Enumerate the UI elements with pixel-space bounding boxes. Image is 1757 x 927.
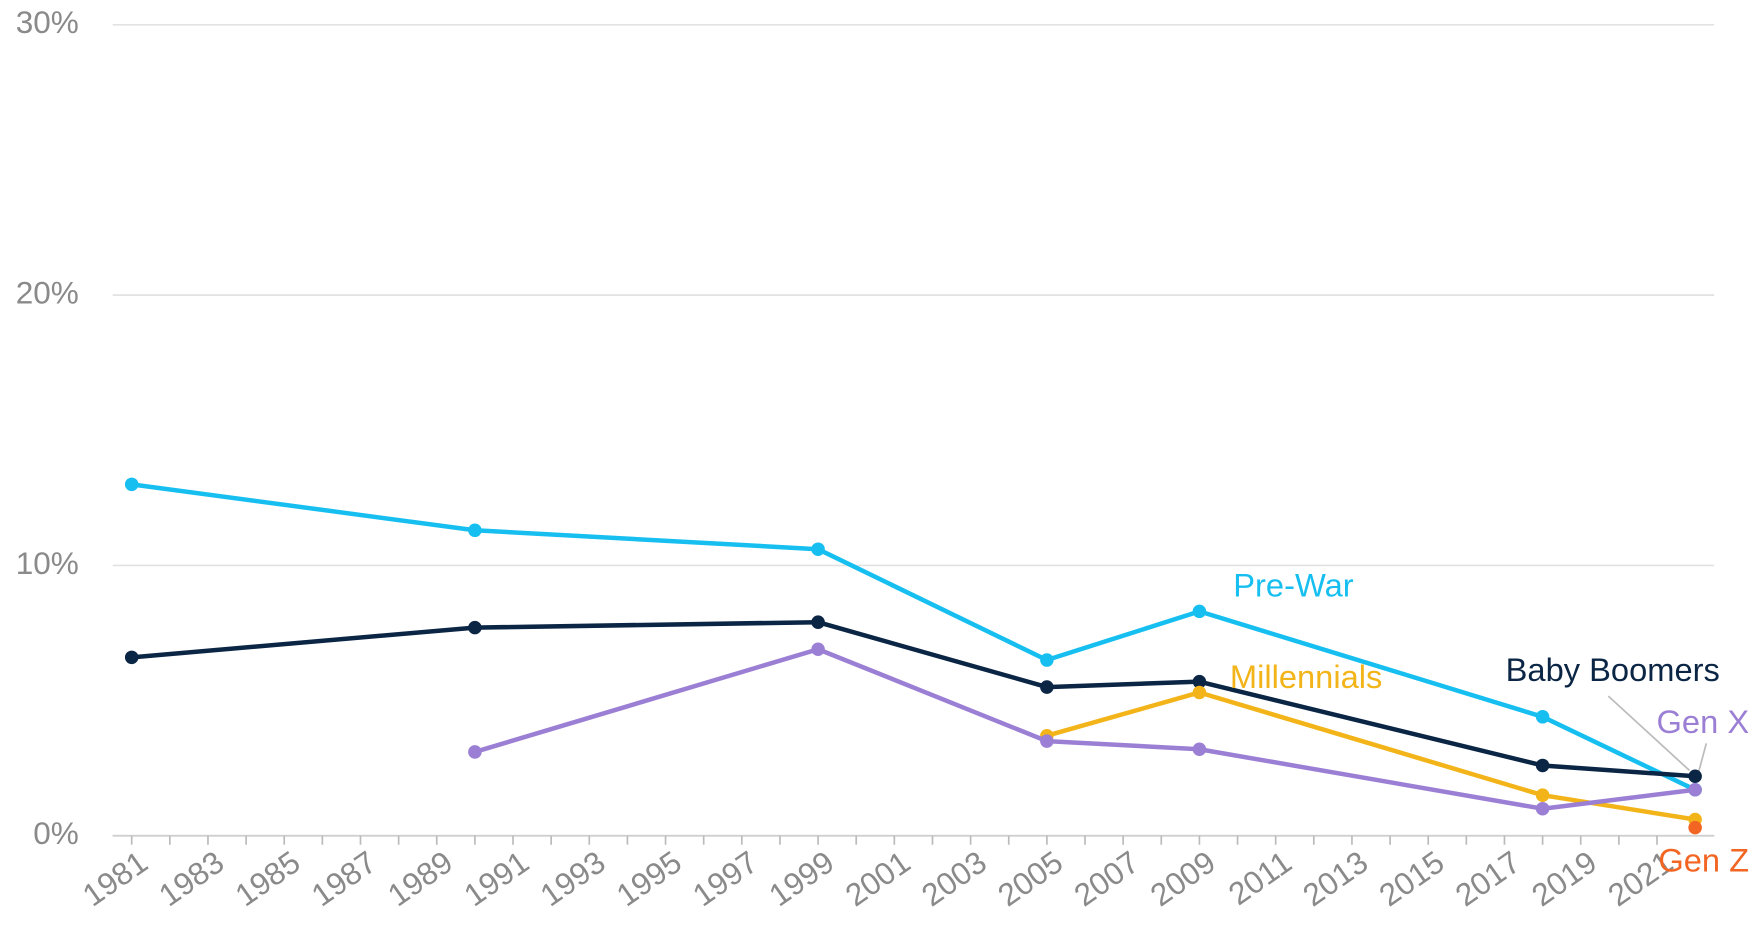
line: [474, 646, 1696, 811]
y-tick-label: 10%: [16, 545, 79, 581]
x-tick-label: 2003: [915, 844, 993, 914]
x-tick-label: 1995: [610, 844, 688, 914]
series-label: Gen X: [1657, 703, 1750, 740]
point: [1040, 734, 1054, 748]
x-tick-label: 2017: [1449, 844, 1527, 914]
series-label: Pre-War: [1233, 567, 1353, 604]
point: [124, 650, 139, 665]
point: [1688, 769, 1702, 784]
y-tick-label: 20%: [16, 274, 79, 310]
x-tick-label: 1997: [686, 844, 764, 914]
x-tick-label: 1991: [457, 844, 535, 914]
line: [1046, 690, 1696, 822]
line: [131, 619, 1696, 779]
point: [811, 642, 825, 656]
x-tick-label: 1981: [76, 844, 154, 914]
point: [1535, 758, 1550, 773]
point: [1535, 801, 1550, 816]
x-tick-label: 1989: [381, 844, 459, 914]
x-tick-label: 2015: [1372, 844, 1450, 914]
y-tick-label: 30%: [16, 4, 79, 40]
point: [811, 542, 825, 556]
x-tick-label: 1999: [762, 844, 840, 914]
leader-line: [1607, 695, 1690, 772]
point: [811, 615, 825, 629]
series-label: Baby Boomers: [1506, 651, 1720, 688]
point: [1192, 674, 1207, 689]
x-tick-label: 1985: [228, 844, 306, 914]
point: [1192, 685, 1207, 700]
point: [468, 745, 482, 759]
point: [1040, 680, 1054, 694]
point: [1192, 742, 1207, 756]
x-tick-label: 2007: [1067, 844, 1145, 914]
point: [1192, 604, 1207, 619]
point: [468, 620, 482, 635]
x-tick-label: 1987: [305, 844, 383, 914]
x-tick-label: 2001: [839, 844, 917, 914]
x-tick-label: 1993: [534, 844, 612, 914]
point: [1688, 820, 1702, 835]
x-tick-label: 2009: [1144, 844, 1222, 914]
point: [1040, 653, 1054, 667]
x-tick-label: 2005: [991, 844, 1069, 914]
point: [1688, 783, 1702, 797]
x-tick-label: 2013: [1296, 844, 1374, 914]
series-label: Gen Z: [1658, 841, 1749, 878]
point: [124, 477, 139, 492]
point: [1535, 788, 1550, 802]
point: [468, 523, 482, 538]
y-tick-label: 0%: [33, 815, 79, 851]
point: [1535, 710, 1550, 724]
x-tick-label: 1983: [152, 844, 230, 914]
leader-line: [1697, 743, 1708, 773]
x-tick-label: 2011: [1222, 844, 1298, 912]
x-tick-label: 2019: [1525, 844, 1603, 914]
series-label: Millennials: [1230, 658, 1382, 695]
